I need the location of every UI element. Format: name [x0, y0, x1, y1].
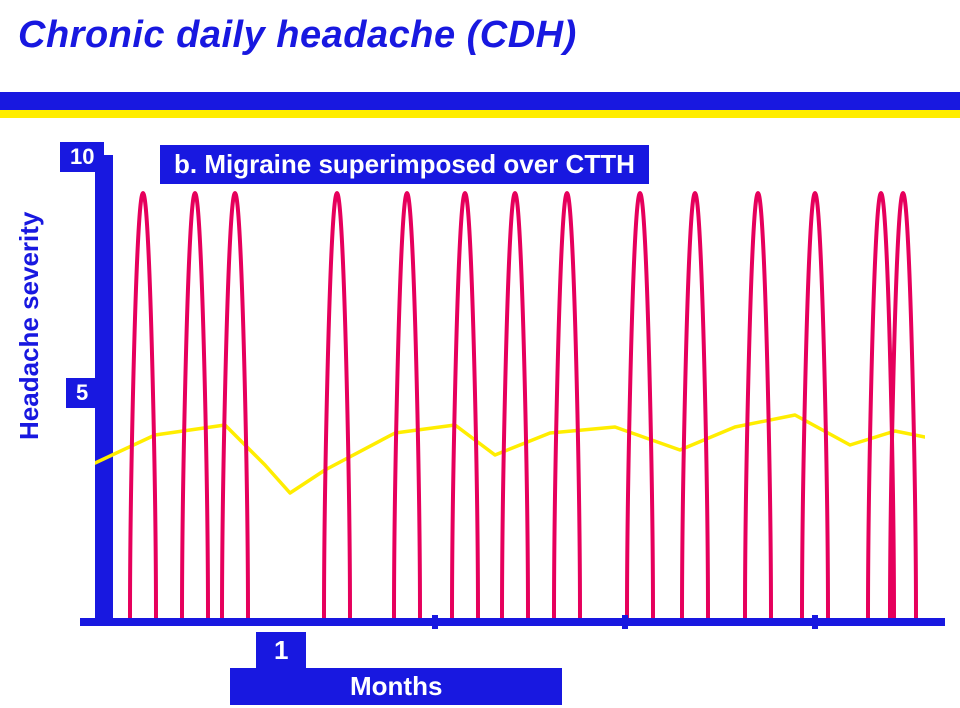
- migraine-spike: [745, 193, 771, 618]
- migraine-spike: [324, 193, 350, 618]
- migraine-spike: [182, 193, 208, 618]
- x-tick-mark: [812, 615, 818, 629]
- migraine-spike: [130, 193, 156, 618]
- migraine-spike: [394, 193, 420, 618]
- slide-root: Chronic daily headache (CDH) 10 5 b. Mig…: [0, 0, 960, 708]
- x-tick-mark: [432, 615, 438, 629]
- migraine-spike: [502, 193, 528, 618]
- x-tick-mark: [622, 615, 628, 629]
- page-title: Chronic daily headache (CDH): [18, 14, 577, 57]
- ctth-line: [95, 415, 925, 493]
- y-axis-label: Headache severity: [14, 212, 45, 440]
- chart-svg: [95, 155, 925, 625]
- migraine-spike: [682, 193, 708, 618]
- x-tick-1: 1: [256, 632, 306, 669]
- migraine-spike: [554, 193, 580, 618]
- underline-yellow: [0, 110, 960, 118]
- migraine-spike: [627, 193, 653, 618]
- migraine-spike: [802, 193, 828, 618]
- migraine-spike: [452, 193, 478, 618]
- underline-blue: [0, 92, 960, 110]
- y-tick-5: 5: [66, 378, 98, 408]
- migraine-spike: [222, 193, 248, 618]
- x-axis-label: Months: [230, 668, 562, 705]
